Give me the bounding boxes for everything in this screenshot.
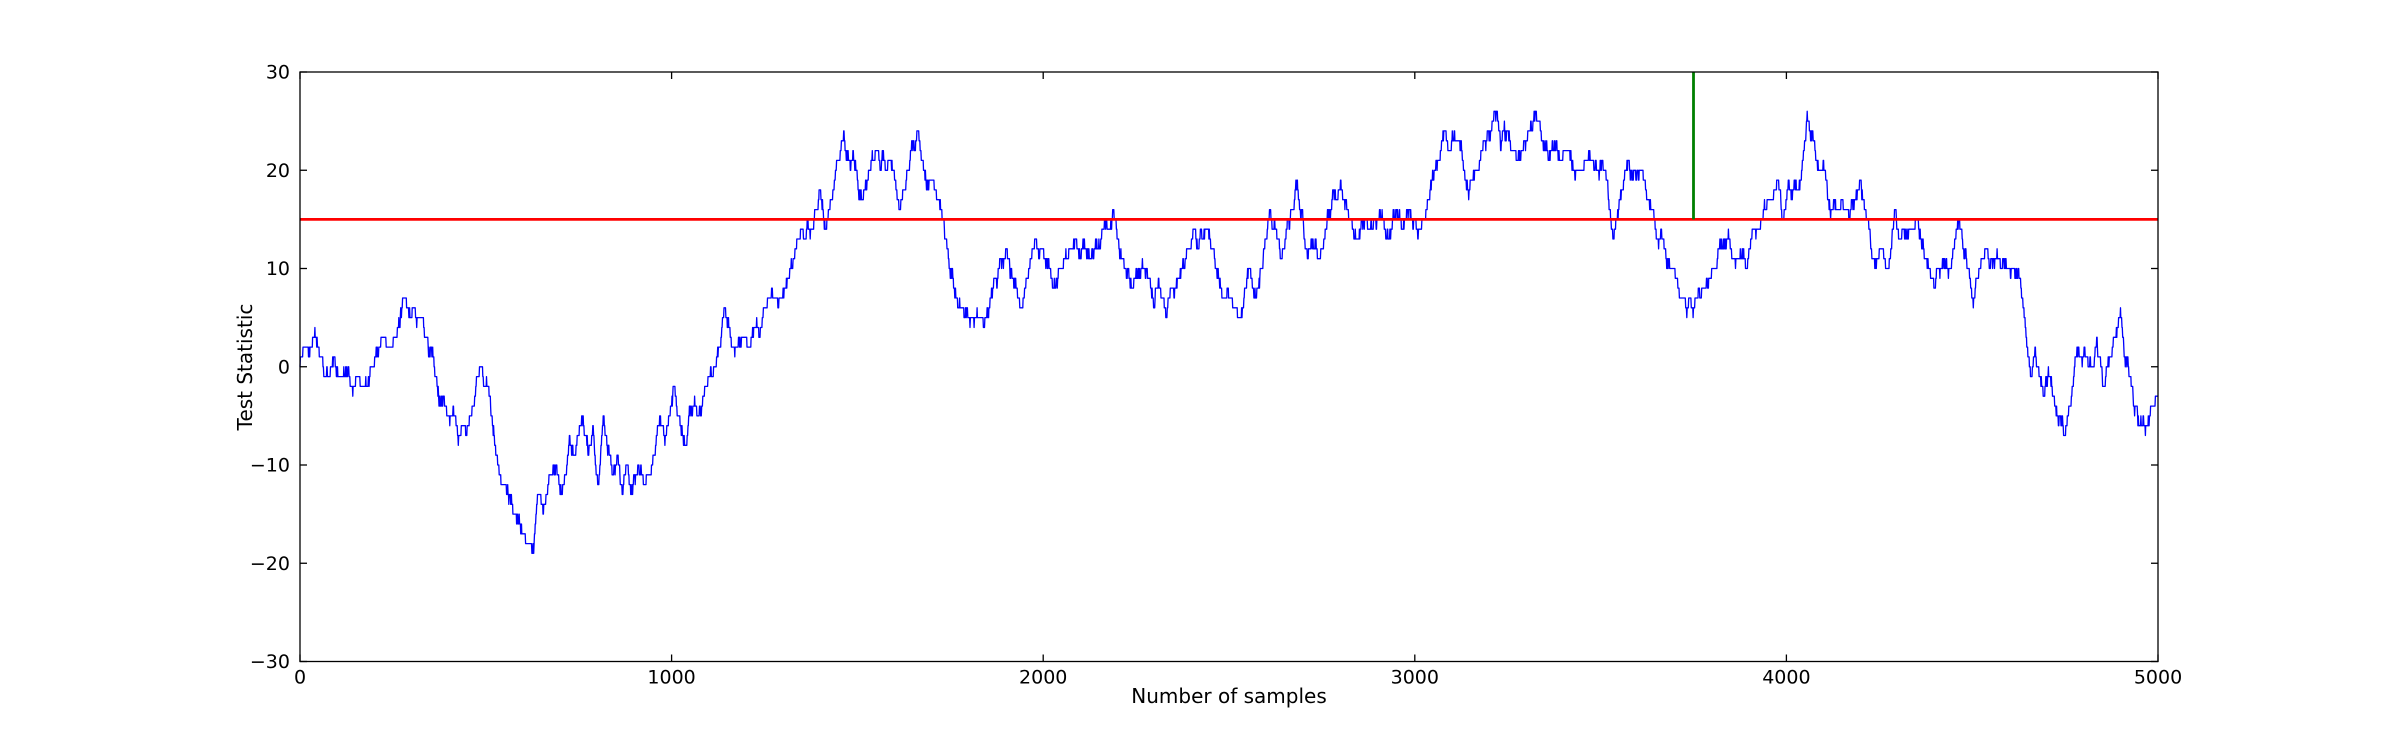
y-axis-label: Test Statistic (233, 304, 257, 432)
y-tick-label: −10 (250, 455, 290, 477)
x-tick-label: 3000 (1391, 667, 1439, 689)
x-tick-label: 1000 (647, 667, 695, 689)
x-tick-label: 4000 (1762, 667, 1810, 689)
y-tick-label: −20 (250, 553, 290, 575)
x-tick-label: 5000 (2134, 667, 2182, 689)
x-axis-label: Number of samples (1131, 684, 1326, 708)
x-tick-label: 2000 (1019, 667, 1067, 689)
y-tick-label: 0 (278, 356, 290, 378)
y-tick-label: 30 (266, 62, 290, 84)
y-tick-label: −30 (250, 651, 290, 673)
y-tick-label: 10 (266, 258, 290, 280)
x-tick-label: 0 (294, 667, 306, 689)
plot-area: 0 1000 2000 3000 4000 5000 30 20 10 0 −10 −20 −30 (250, 62, 2182, 689)
test-statistic-random-walk (299, 110, 2159, 555)
y-tick-label: 20 (266, 160, 290, 182)
